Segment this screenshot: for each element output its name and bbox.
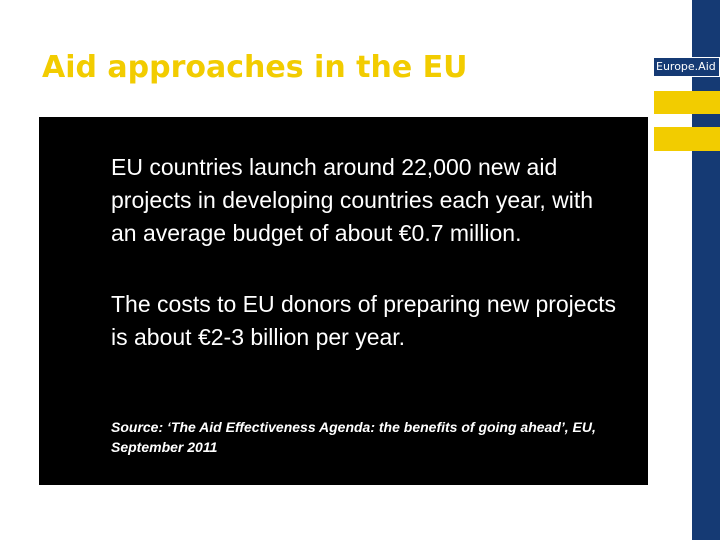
right-brand-band <box>692 0 720 540</box>
paragraph-preparation-costs: The costs to EU donors of preparing new … <box>111 291 616 350</box>
content-panel: EU countries launch around 22,000 new ai… <box>39 117 648 485</box>
europeaid-logo-label: Europe.Aid <box>653 57 720 77</box>
paragraph-aid-projects: EU countries launch around 22,000 new ai… <box>111 154 594 246</box>
brand-accent-bar-1 <box>654 91 720 114</box>
slide-title: Aid approaches in the EU <box>42 50 468 85</box>
brand-accent-bar-2 <box>654 127 720 151</box>
source-citation: Source: ‘The Aid Effectiveness Agenda: t… <box>111 419 596 455</box>
